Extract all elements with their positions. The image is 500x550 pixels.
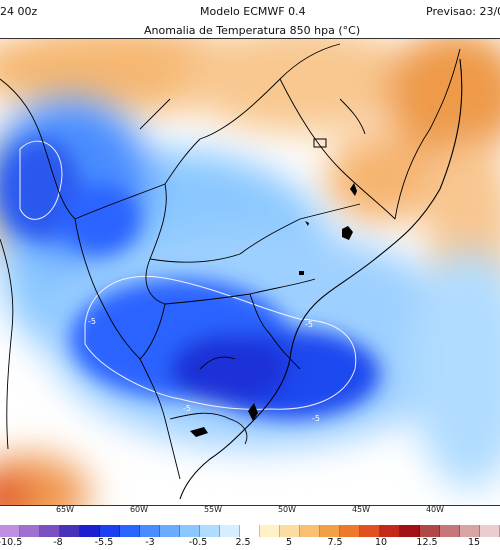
colorbar-swatch bbox=[60, 525, 80, 537]
colorbar-swatch bbox=[460, 525, 480, 537]
init-time-label: 24 00z bbox=[0, 5, 38, 18]
colorbar-swatch bbox=[100, 525, 120, 537]
colorbar-swatch bbox=[160, 525, 180, 537]
contour-label: -5 bbox=[183, 404, 191, 413]
colorbar-swatch bbox=[380, 525, 400, 537]
colorbar-swatch bbox=[220, 525, 240, 537]
longitude-label: 50W bbox=[277, 505, 297, 514]
colorbar-swatch bbox=[0, 525, 20, 537]
colorbar-swatch bbox=[400, 525, 420, 537]
longitude-axis: 65W 60W 55W 50W 45W 40W bbox=[0, 505, 500, 519]
colorbar-swatch bbox=[260, 525, 280, 537]
colorbar-swatch bbox=[360, 525, 380, 537]
colorbar bbox=[0, 525, 500, 537]
contour-label: -5 bbox=[305, 320, 313, 329]
political-borders bbox=[0, 43, 461, 480]
longitude-label: 60W bbox=[129, 505, 149, 514]
colorbar-label: 15 bbox=[467, 537, 481, 548]
colorbar-swatch bbox=[320, 525, 340, 537]
colorbar-swatch bbox=[180, 525, 200, 537]
colorbar-swatch bbox=[340, 525, 360, 537]
colorbar-swatch bbox=[80, 525, 100, 537]
model-label: Modelo ECMWF 0.4 bbox=[200, 5, 306, 18]
contour-label: -5 bbox=[312, 414, 320, 423]
colorbar-label: 2.5 bbox=[235, 537, 251, 548]
colorbar-label: 5 bbox=[285, 537, 293, 548]
map-canvas: -5 -5 -5 -5 bbox=[0, 39, 500, 505]
coastline bbox=[179, 58, 463, 500]
map-title: Anomalia de Temperatura 850 hpa (°C) bbox=[144, 24, 361, 37]
longitude-label: 40W bbox=[425, 505, 445, 514]
colorbar-swatch bbox=[20, 525, 40, 537]
longitude-label: 65W bbox=[55, 505, 75, 514]
colorbar-label: -5.5 bbox=[94, 537, 114, 548]
colorbar-swatch bbox=[40, 525, 60, 537]
contour-label: -5 bbox=[88, 317, 96, 326]
colorbar-swatch bbox=[240, 525, 260, 537]
colorbar-swatch bbox=[300, 525, 320, 537]
colorbar-swatch bbox=[480, 525, 500, 537]
colorbar-label: -0.5 bbox=[188, 537, 208, 548]
colorbar-swatch bbox=[280, 525, 300, 537]
longitude-label: 45W bbox=[351, 505, 371, 514]
lakes bbox=[190, 138, 357, 437]
colorbar-label: -8 bbox=[53, 537, 63, 548]
colorbar-label: 10 bbox=[374, 537, 388, 548]
colorbar-swatch bbox=[420, 525, 440, 537]
colorbar-label: 7.5 bbox=[327, 537, 343, 548]
colorbar-swatch bbox=[120, 525, 140, 537]
colorbar-label: 12.5 bbox=[416, 537, 438, 548]
colorbar-labels: -10.5 -8 -5.5 -3 -0.5 2.5 5 7.5 10 12.5 … bbox=[0, 537, 500, 550]
colorbar-swatch bbox=[200, 525, 220, 537]
anomaly-map: -5 -5 -5 -5 bbox=[0, 38, 500, 506]
colorbar-swatch bbox=[140, 525, 160, 537]
minus-five-contour bbox=[19, 140, 357, 410]
colorbar-label: -3 bbox=[145, 537, 155, 548]
colorbar-swatch bbox=[440, 525, 460, 537]
colorbar-label: -10.5 bbox=[0, 537, 23, 548]
longitude-label: 55W bbox=[203, 505, 223, 514]
forecast-time-label: Previsao: 23/0 bbox=[426, 5, 500, 18]
